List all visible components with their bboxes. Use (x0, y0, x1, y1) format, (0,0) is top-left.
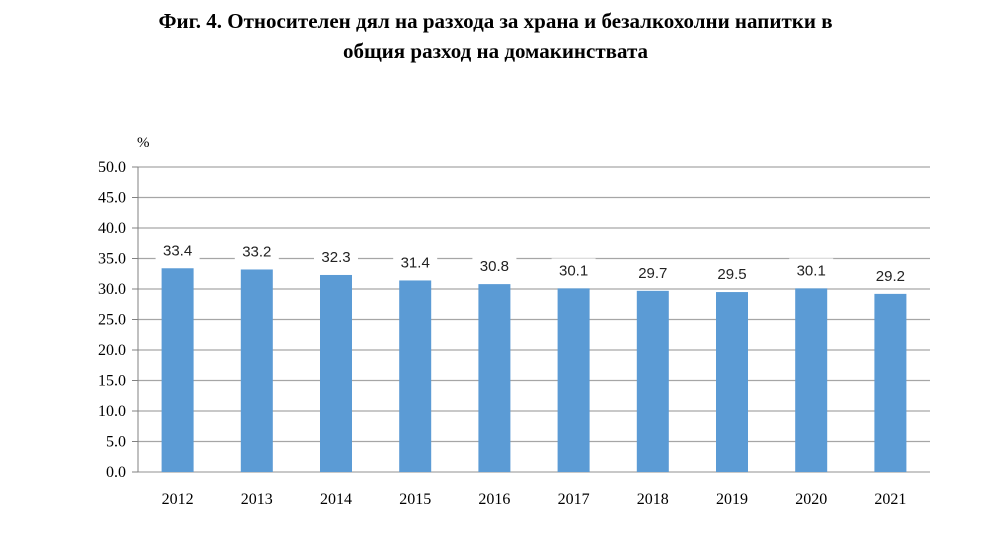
data-label-2019: 29.5 (717, 266, 746, 283)
data-label-2012: 33.4 (163, 242, 192, 259)
bar-2018 (636, 290, 669, 472)
x-tick-label: 2015 (399, 491, 431, 508)
y-tick-label: 25.0 (98, 312, 126, 329)
bar-2017 (557, 288, 590, 472)
y-tick-label: 40.0 (98, 220, 126, 237)
data-label-backdrop (472, 254, 517, 277)
x-tick-label: 2016 (478, 491, 510, 508)
x-tick-label: 2018 (637, 491, 669, 508)
y-tick-label: 50.0 (98, 159, 126, 176)
bar-2019 (716, 292, 748, 472)
bar-2020 (795, 288, 828, 472)
data-label-backdrop (789, 258, 834, 281)
y-tick-label: 0.0 (106, 464, 126, 481)
chart-title: Фиг. 4. Относителен дял на разхода за хр… (0, 6, 991, 66)
y-tick-label: 10.0 (98, 403, 126, 420)
data-label-2013: 33.2 (242, 243, 271, 260)
data-labels: 33.4 33.2 32.3 31.4 30.8 30.1 29.7 29.5 30.1 29.2 (155, 238, 913, 286)
data-label-backdrop (551, 258, 596, 281)
x-tick-label: 2013 (241, 491, 273, 508)
bar-2013 (240, 269, 273, 472)
y-tick-label: 5.0 (106, 434, 126, 451)
y-unit-label: % (137, 135, 150, 151)
data-label-2016: 30.8 (480, 258, 509, 275)
chart-title-line-2: общия разход на домакинствата (342, 39, 649, 63)
data-label-2015: 31.4 (401, 254, 430, 271)
y-tick-labels: 0.0 5.0 10.0 15.0 20.0 25.0 30.0 35.0 40.0 45.0 50… (98, 159, 126, 481)
data-label-backdrop (314, 244, 358, 267)
data-label-2017: 30.1 (559, 262, 588, 279)
x-tick-label: 2017 (558, 491, 590, 508)
y-tick-label: 15.0 (98, 373, 126, 390)
bar-2021 (874, 293, 907, 472)
y-tick-label: 20.0 (98, 342, 126, 359)
chart-title-line-1: Фиг. 4. Относителен дял на разхода за хр… (158, 9, 833, 33)
data-label-2021: 29.2 (876, 268, 905, 285)
data-label-backdrop (868, 263, 913, 286)
x-tick-label: 2019 (716, 491, 748, 508)
data-label-backdrop (234, 239, 279, 262)
y-tick-label: 35.0 (98, 251, 126, 268)
x-tick-label: 2012 (162, 491, 194, 508)
bar-2015 (399, 280, 432, 472)
x-tick-label: 2014 (320, 491, 352, 508)
data-label-backdrop (155, 238, 200, 261)
x-tick-label: 2020 (795, 491, 827, 508)
y-tick-label: 30.0 (98, 281, 126, 298)
data-label-backdrop (630, 260, 675, 283)
y-tick-label: 45.0 (98, 190, 126, 207)
x-tick-label: 2021 (874, 491, 906, 508)
x-tick-labels: 2012 2013 2014 2015 2016 2017 2018 2019 2020 2021 (162, 491, 907, 508)
bars (161, 268, 907, 472)
bar-2014 (320, 274, 352, 472)
data-label-backdrop (393, 250, 438, 273)
data-label-2020: 30.1 (797, 262, 826, 279)
bar-2016 (478, 284, 511, 472)
data-label-2014: 32.3 (321, 249, 350, 266)
data-label-2018: 29.7 (638, 265, 667, 282)
data-label-backdrop (710, 262, 754, 285)
bar-2012 (161, 268, 194, 472)
